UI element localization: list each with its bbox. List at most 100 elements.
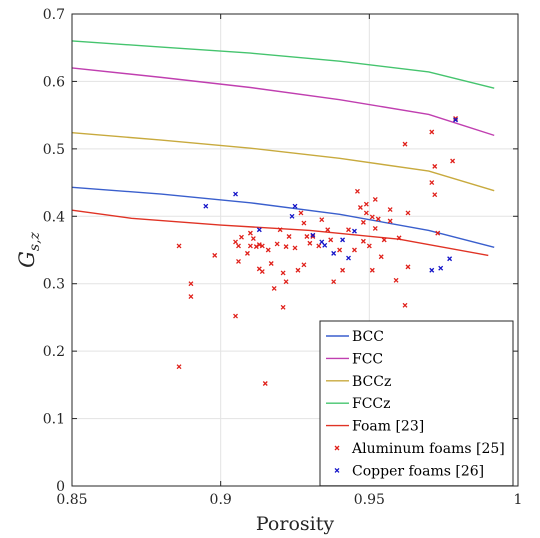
data-point (212, 252, 218, 258)
legend: BCC FCC BCCz FCCz Foam [23] Aluminum foams [2… (319, 320, 514, 487)
data-point (236, 259, 241, 264)
data-point (438, 265, 444, 271)
data-point (283, 279, 289, 285)
data-point (268, 261, 274, 266)
x-axis-ticks: 0.85 0.9 0.95 1 (56, 14, 522, 508)
data-point (307, 240, 313, 246)
data-point (301, 262, 307, 268)
data-point (289, 213, 295, 219)
data-point (363, 201, 369, 207)
data-point (247, 243, 253, 249)
data-point (277, 227, 283, 233)
data-point (405, 264, 411, 270)
data-point (352, 228, 357, 234)
y-tick-label: 0.3 (43, 277, 65, 293)
y-tick-label: 0.5 (43, 142, 65, 158)
y-tick-label: 0.2 (43, 344, 65, 360)
data-point (256, 227, 262, 233)
data-point (396, 235, 402, 241)
data-point (250, 236, 256, 241)
y-axis-ticks: 0 0.1 0.2 0.3 0.4 0.5 0.6 0.7 (43, 7, 518, 495)
data-point (316, 243, 322, 249)
x-axis-title: Porosity (256, 513, 334, 535)
data-point (295, 267, 301, 273)
data-point (271, 285, 277, 291)
data-point (387, 218, 393, 224)
data-point (233, 191, 238, 197)
data-point (405, 210, 411, 216)
data-point (357, 205, 363, 210)
data-point (292, 245, 298, 251)
data-point (325, 227, 331, 233)
data-point (274, 241, 280, 247)
x-tick-label: 0.85 (56, 492, 87, 508)
legend-swatch-aluminum-foams-25 (334, 445, 340, 451)
data-point (432, 163, 438, 169)
y-axis-title-subscript: s,z (27, 231, 43, 251)
data-point (262, 381, 268, 386)
data-point (360, 219, 366, 225)
data-point (304, 234, 310, 239)
data-point (259, 269, 265, 275)
data-point (369, 267, 375, 273)
data-point (319, 217, 325, 223)
data-point (450, 158, 456, 164)
data-point (188, 281, 194, 287)
data-point (188, 294, 194, 299)
data-point (375, 216, 381, 222)
y-tick-label: 0 (56, 479, 65, 495)
series-line-foam-23 (71, 209, 489, 257)
data-point (381, 237, 387, 243)
x-tick-label: 0.9 (210, 492, 232, 508)
series-points (176, 116, 459, 386)
data-point (432, 192, 438, 198)
legend-box (319, 320, 514, 487)
data-point (354, 188, 360, 194)
series-lines (71, 40, 495, 257)
data-point (298, 210, 304, 216)
y-tick-label: 0.6 (43, 74, 65, 90)
data-point (360, 238, 366, 244)
data-point (244, 250, 250, 256)
data-point (372, 225, 378, 231)
y-tick-label: 0.7 (43, 7, 65, 23)
series-line-fcc (71, 67, 495, 137)
data-point (247, 230, 253, 236)
data-point (310, 232, 316, 238)
data-point (393, 277, 399, 283)
data-point (429, 180, 435, 186)
y-tick-label: 0.4 (43, 209, 65, 225)
x-tick-label: 1 (514, 492, 523, 508)
legend-label-fcc: FCC (352, 351, 383, 367)
data-point (352, 247, 357, 253)
data-point (402, 302, 408, 308)
data-point (280, 304, 286, 310)
data-point (369, 214, 375, 220)
data-point (337, 247, 343, 253)
data-point (265, 247, 271, 253)
data-point (256, 242, 262, 248)
data-point (331, 279, 337, 285)
data-point (310, 234, 316, 239)
data-point (176, 364, 182, 370)
data-point (346, 255, 351, 261)
legend-label-foam-23: Foam [23] (352, 419, 424, 435)
data-point (259, 243, 265, 249)
legend-label-fccz: FCCz (352, 396, 391, 412)
data-point (328, 237, 334, 243)
data-point (346, 227, 351, 233)
data-point (435, 230, 441, 236)
legend-label-bcc: BCC (352, 329, 384, 345)
data-point (283, 244, 289, 250)
y-axis-title: Gs,z (15, 231, 43, 267)
plot-frame (71, 13, 519, 487)
x-tick-label: 0.95 (354, 492, 385, 508)
series-line-bccz (71, 131, 495, 192)
legend-label-aluminum-foams-25: Aluminum foams [25] (351, 441, 505, 457)
data-point (429, 129, 435, 135)
data-point (233, 239, 238, 245)
data-point (402, 141, 408, 147)
data-point (447, 256, 453, 262)
